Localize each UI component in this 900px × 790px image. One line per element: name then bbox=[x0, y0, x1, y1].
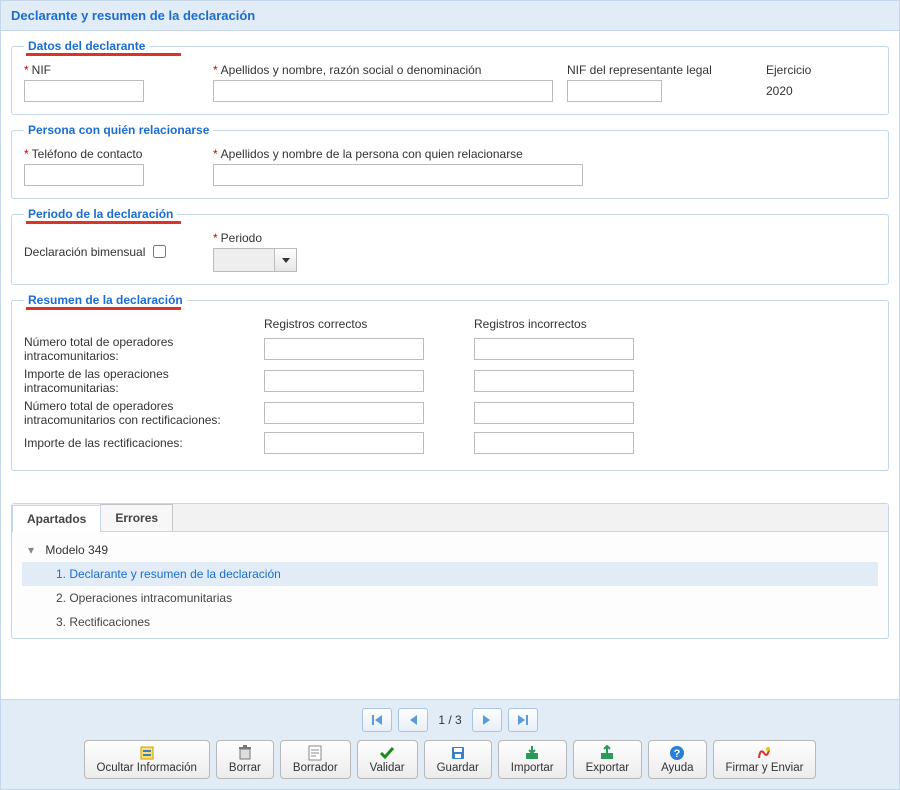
tree-item-3[interactable]: 3. Rectificaciones bbox=[22, 610, 878, 634]
exportar-label: Exportar bbox=[586, 762, 629, 774]
sections-panel: Apartados Errores ▾ Modelo 349 1. Declar… bbox=[11, 503, 889, 639]
bimensual-checkbox[interactable] bbox=[153, 245, 166, 258]
nif-label: *NIF bbox=[24, 63, 199, 77]
periodo-select[interactable] bbox=[213, 248, 297, 272]
representante-label: NIF del representante legal bbox=[567, 63, 752, 77]
r3-correctos-input[interactable] bbox=[264, 402, 424, 424]
guardar-label: Guardar bbox=[437, 762, 479, 774]
col-correctos-header: Registros correctos bbox=[264, 317, 434, 331]
sign-icon bbox=[756, 745, 772, 761]
trash-icon bbox=[237, 745, 253, 761]
tree: ▾ Modelo 349 1. Declarante y resumen de … bbox=[12, 532, 888, 638]
tab-apartados[interactable]: Apartados bbox=[12, 505, 101, 532]
pager: 1 / 3 bbox=[11, 708, 889, 732]
col-incorrectos-header: Registros incorrectos bbox=[474, 317, 644, 331]
persona-nombre-label: *Apellidos y nombre de la persona con qu… bbox=[213, 147, 583, 161]
persona-nombre-input[interactable] bbox=[213, 164, 583, 186]
ocultar-label: Ocultar Información bbox=[97, 762, 197, 774]
svg-text:?: ? bbox=[674, 748, 681, 760]
page-title: Declarante y resumen de la declaración bbox=[11, 8, 255, 23]
tree-item-1[interactable]: 1. Declarante y resumen de la declaració… bbox=[22, 562, 878, 586]
nombre-input[interactable] bbox=[213, 80, 553, 102]
borrar-button[interactable]: Borrar bbox=[216, 740, 274, 779]
pager-first-button[interactable] bbox=[362, 708, 392, 732]
periodo-label: *Periodo bbox=[213, 231, 297, 245]
section-persona: Persona con quién relacionarse *Teléfono… bbox=[11, 123, 889, 199]
r1-correctos-input[interactable] bbox=[264, 338, 424, 360]
guardar-button[interactable]: Guardar bbox=[424, 740, 492, 779]
ejercicio-label: Ejercicio bbox=[766, 63, 846, 77]
r4-incorrectos-input[interactable] bbox=[474, 432, 634, 454]
ejercicio-value: 2020 bbox=[766, 80, 846, 98]
import-icon bbox=[524, 745, 540, 761]
resumen-row1-label: Número total de operadores intracomunita… bbox=[24, 335, 264, 363]
firmar-label: Firmar y Enviar bbox=[726, 762, 804, 774]
pager-last-button[interactable] bbox=[508, 708, 538, 732]
check-icon bbox=[379, 745, 395, 761]
borrar-label: Borrar bbox=[229, 762, 261, 774]
exportar-button[interactable]: Exportar bbox=[573, 740, 642, 779]
tabs-bar: Apartados Errores bbox=[12, 504, 888, 532]
footer-bar: 1 / 3 Ocultar Información Borrar Borrado… bbox=[1, 699, 899, 789]
pager-next-button[interactable] bbox=[472, 708, 502, 732]
section-periodo: Periodo de la declaración Declaración bi… bbox=[11, 207, 889, 285]
nif-input[interactable] bbox=[24, 80, 144, 102]
borrador-label: Borrador bbox=[293, 762, 338, 774]
firmar-button[interactable]: Firmar y Enviar bbox=[713, 740, 817, 779]
ayuda-button[interactable]: ? Ayuda bbox=[648, 740, 706, 779]
validar-label: Validar bbox=[370, 762, 405, 774]
borrador-button[interactable]: Borrador bbox=[280, 740, 351, 779]
pager-prev-button[interactable] bbox=[398, 708, 428, 732]
pager-text: 1 / 3 bbox=[434, 713, 465, 727]
tab-errores[interactable]: Errores bbox=[100, 504, 173, 531]
r1-incorrectos-input[interactable] bbox=[474, 338, 634, 360]
tree-root-label: Modelo 349 bbox=[45, 543, 108, 557]
resumen-row3-label: Número total de operadores intracomunita… bbox=[24, 399, 264, 428]
periodo-dropdown-button[interactable] bbox=[274, 249, 296, 271]
telefono-label: *Teléfono de contacto bbox=[24, 147, 199, 161]
r4-correctos-input[interactable] bbox=[264, 432, 424, 454]
tree-collapse-icon: ▾ bbox=[28, 543, 38, 557]
nombre-label: *Apellidos y nombre, razón social o deno… bbox=[213, 63, 553, 77]
help-icon: ? bbox=[669, 745, 685, 761]
bimensual-label: Declaración bimensual bbox=[24, 245, 145, 259]
ayuda-label: Ayuda bbox=[661, 762, 693, 774]
section-datos-declarante: Datos del declarante *NIF *Apellidos y n… bbox=[11, 39, 889, 115]
legend-datos-declarante: Datos del declarante bbox=[24, 39, 149, 53]
page-header: Declarante y resumen de la declaración bbox=[1, 1, 899, 31]
periodo-value bbox=[214, 249, 274, 271]
importar-label: Importar bbox=[511, 762, 554, 774]
tree-item-2[interactable]: 2. Operaciones intracomunitarias bbox=[22, 586, 878, 610]
chevron-down-icon bbox=[282, 258, 290, 263]
draft-icon bbox=[307, 745, 323, 761]
representante-input[interactable] bbox=[567, 80, 662, 102]
export-icon bbox=[599, 745, 615, 761]
resumen-row2-label: Importe de las operaciones intracomunita… bbox=[24, 367, 264, 395]
section-resumen: Resumen de la declaración Registros corr… bbox=[11, 293, 889, 471]
info-icon bbox=[139, 745, 155, 761]
first-icon bbox=[372, 715, 382, 725]
r2-incorrectos-input[interactable] bbox=[474, 370, 634, 392]
resumen-row4-label: Importe de las rectificaciones: bbox=[24, 436, 264, 450]
next-icon bbox=[483, 715, 490, 725]
r3-incorrectos-input[interactable] bbox=[474, 402, 634, 424]
telefono-input[interactable] bbox=[24, 164, 144, 186]
legend-periodo: Periodo de la declaración bbox=[24, 207, 177, 221]
save-icon bbox=[450, 745, 466, 761]
prev-icon bbox=[410, 715, 417, 725]
toolbar: Ocultar Información Borrar Borrador Vali… bbox=[11, 740, 889, 779]
last-icon bbox=[518, 715, 528, 725]
legend-persona: Persona con quién relacionarse bbox=[24, 123, 213, 137]
r2-correctos-input[interactable] bbox=[264, 370, 424, 392]
ocultar-button[interactable]: Ocultar Información bbox=[84, 740, 210, 779]
tree-root[interactable]: ▾ Modelo 349 bbox=[22, 538, 878, 562]
validar-button[interactable]: Validar bbox=[357, 740, 418, 779]
importar-button[interactable]: Importar bbox=[498, 740, 567, 779]
legend-resumen: Resumen de la declaración bbox=[24, 293, 187, 307]
